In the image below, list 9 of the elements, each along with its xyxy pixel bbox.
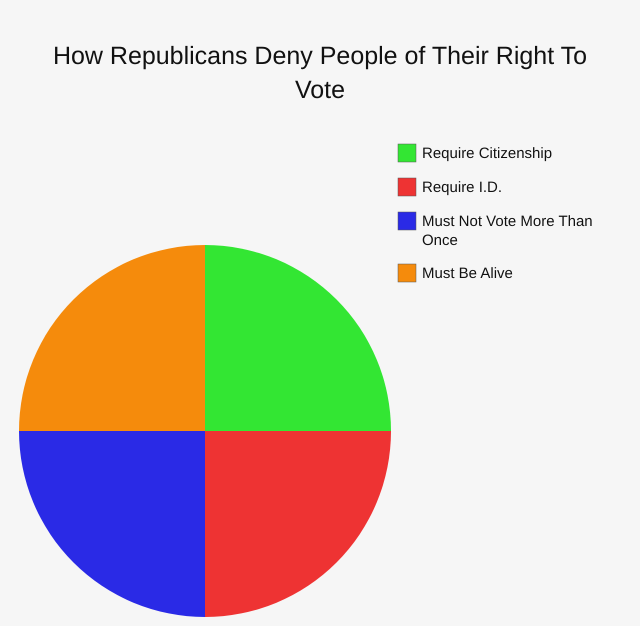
pie-slice bbox=[19, 431, 205, 617]
pie-slice bbox=[19, 245, 205, 431]
pie-slice bbox=[205, 245, 391, 431]
legend-label: Require Citizenship bbox=[422, 145, 552, 162]
legend-label: Must Not Vote More Than Once bbox=[422, 213, 593, 249]
legend-label: Must Be Alive bbox=[422, 265, 513, 282]
pie-slice bbox=[205, 431, 391, 617]
chart-title: How Republicans Deny People of Their Right To Vote bbox=[52, 42, 588, 104]
legend-label: Require I.D. bbox=[422, 179, 502, 196]
